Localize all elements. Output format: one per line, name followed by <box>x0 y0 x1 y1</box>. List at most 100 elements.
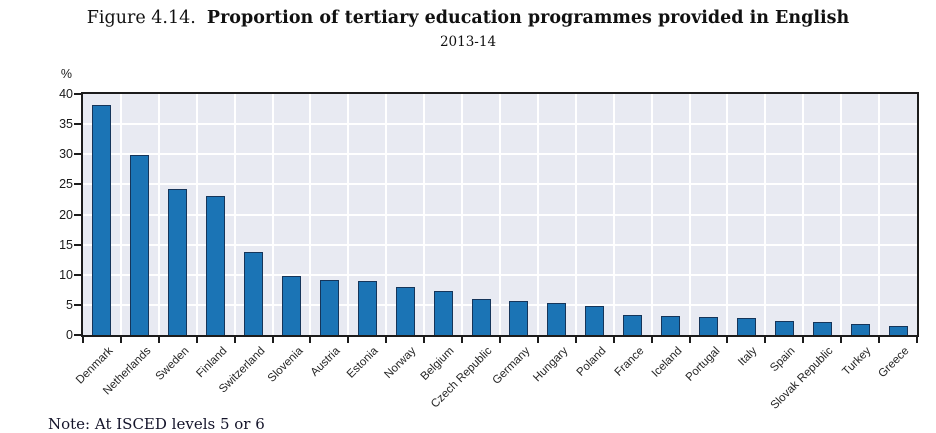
bar-poland <box>585 306 605 335</box>
x-tick <box>385 337 388 343</box>
x-category-label: Greece <box>876 345 912 381</box>
bar-italy <box>736 318 756 335</box>
x-category-label: Norway <box>382 345 419 382</box>
y-tick <box>74 183 81 186</box>
v-gridline <box>802 94 805 335</box>
y-tick-label: 25 <box>59 177 73 192</box>
v-gridline <box>271 94 274 335</box>
v-gridline <box>878 94 881 335</box>
x-tick <box>347 337 350 343</box>
x-tick <box>612 337 615 343</box>
bar-iceland <box>661 315 681 335</box>
x-category-label: France <box>612 345 647 379</box>
x-tick <box>119 337 122 343</box>
v-gridline <box>612 94 615 335</box>
x-category-label: Slovenia <box>265 345 305 385</box>
x-category-label: Austria <box>309 345 343 379</box>
bar-greece <box>888 325 908 335</box>
figure-subtitle: 2013-14 <box>439 34 497 50</box>
v-gridline <box>423 94 426 335</box>
x-tick <box>82 337 84 343</box>
v-gridline <box>688 94 691 335</box>
x-tick <box>688 337 691 343</box>
y-tick <box>74 153 81 156</box>
x-tick <box>499 337 501 343</box>
v-gridline <box>233 94 236 335</box>
v-gridline <box>157 94 160 335</box>
v-gridline <box>119 94 122 335</box>
x-category-label: Belgium <box>418 345 457 383</box>
x-category-label: Hungary <box>531 345 571 385</box>
y-tick-label: 15 <box>59 237 73 252</box>
bar-slovenia <box>282 275 301 335</box>
x-tick <box>233 337 236 343</box>
bar-slovak-republic <box>812 321 832 335</box>
y-tick-label: 40 <box>59 87 73 101</box>
bar-estonia <box>357 281 377 335</box>
bar-chart: 0 5 10 15 20 25 30 35 40 Denmark Netherlands Sweden… <box>59 87 919 412</box>
v-gridline <box>764 94 767 335</box>
x-category-label: Poland <box>574 345 609 379</box>
x-tick <box>802 337 805 343</box>
bar-switzerland <box>244 251 264 335</box>
x-category-label: Italy <box>736 345 760 369</box>
y-tick-label: 35 <box>59 117 73 132</box>
bar-austria <box>319 279 339 335</box>
y-tick <box>74 93 81 95</box>
y-tick-label: 0 <box>66 328 73 342</box>
bar-belgium <box>433 291 453 335</box>
x-tick <box>878 337 881 343</box>
figure-title-text: Proportion of tertiary education program… <box>206 8 850 28</box>
bar-germany <box>509 301 529 335</box>
x-category-label: Portugal <box>683 345 722 384</box>
x-tick <box>650 337 653 343</box>
y-axis-unit-label: % <box>60 67 72 81</box>
y-tick <box>74 334 81 336</box>
v-gridline <box>461 94 464 335</box>
v-gridline <box>385 94 388 335</box>
y-tick-label: 30 <box>59 147 73 162</box>
x-category-label: Germany <box>490 345 533 387</box>
x-category-label: Estonia <box>345 345 381 381</box>
x-tick <box>574 337 577 343</box>
x-tick <box>916 337 918 343</box>
bar-sweden <box>168 189 188 335</box>
v-gridline <box>536 94 539 335</box>
y-tick <box>74 243 81 246</box>
x-tick <box>764 337 767 343</box>
bar-finland <box>206 195 226 335</box>
v-gridline <box>574 94 577 335</box>
figure-title: Figure 4.14. Proportion of tertiary educ… <box>0 8 936 28</box>
x-tick <box>461 337 464 343</box>
x-category-label: Sweden <box>153 345 192 383</box>
figure-note: Note: At ISCED levels 5 or 6 <box>48 415 265 433</box>
y-tick-label: 20 <box>59 207 73 222</box>
bar-czech-republic <box>471 298 491 335</box>
x-tick <box>271 337 274 343</box>
bar-netherlands <box>130 154 150 335</box>
x-tick <box>423 337 426 343</box>
y-tick-label: 10 <box>59 267 73 282</box>
x-tick <box>195 337 198 343</box>
bar-portugal <box>699 316 718 335</box>
y-tick <box>74 213 81 216</box>
bar-france <box>623 315 643 335</box>
x-tick <box>309 337 312 343</box>
bar-turkey <box>850 323 870 335</box>
v-gridline <box>309 94 312 335</box>
y-tick <box>74 273 81 276</box>
x-tick <box>536 337 539 343</box>
x-tick <box>726 337 729 343</box>
v-gridline <box>650 94 653 335</box>
bar-hungary <box>547 303 567 335</box>
v-gridline <box>499 94 501 335</box>
v-gridline <box>840 94 843 335</box>
x-category-label: Iceland <box>649 345 685 380</box>
x-category-label: Spain <box>768 345 798 375</box>
x-category-label: Turkey <box>840 345 874 379</box>
y-tick-label: 5 <box>66 297 73 312</box>
v-gridline <box>195 94 198 335</box>
bar-norway <box>395 286 415 335</box>
x-tick <box>840 337 843 343</box>
figure-number: Figure 4.14. <box>86 8 196 28</box>
